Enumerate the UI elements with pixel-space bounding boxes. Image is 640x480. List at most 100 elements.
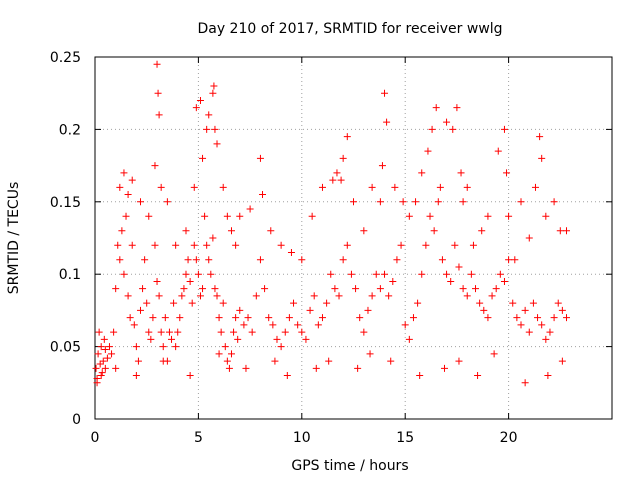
- data-point: [265, 314, 273, 322]
- data-point: [176, 314, 184, 322]
- data-point: [476, 299, 484, 307]
- data-point: [337, 176, 345, 184]
- data-point: [343, 241, 351, 249]
- data-point: [130, 321, 138, 329]
- data-point: [360, 328, 368, 336]
- data-point: [201, 212, 209, 220]
- data-point: [281, 328, 289, 336]
- data-point: [209, 89, 217, 97]
- axis-ticks: [94, 56, 612, 420]
- data-point: [509, 299, 517, 307]
- data-point: [230, 328, 238, 336]
- data-point: [114, 241, 122, 249]
- data-point: [478, 227, 486, 235]
- data-point: [511, 256, 519, 264]
- data-point: [116, 256, 124, 264]
- data-point: [354, 364, 362, 372]
- data-point: [246, 205, 254, 213]
- data-point: [335, 292, 343, 300]
- data-point: [217, 328, 225, 336]
- data-point: [364, 306, 372, 314]
- data-point: [401, 321, 409, 329]
- data-point: [308, 212, 316, 220]
- data-point: [207, 270, 215, 278]
- data-point: [122, 212, 130, 220]
- data-point: [366, 350, 374, 358]
- data-point: [283, 372, 291, 380]
- data-point: [387, 357, 395, 365]
- data-point: [151, 162, 159, 170]
- data-point: [132, 343, 140, 351]
- data-point: [494, 147, 502, 155]
- data-point: [118, 227, 126, 235]
- data-point: [136, 306, 144, 314]
- data-point: [105, 343, 113, 351]
- data-point: [467, 270, 475, 278]
- data-point: [261, 285, 269, 293]
- data-point: [178, 292, 186, 300]
- data-point: [153, 60, 161, 68]
- data-point: [525, 328, 533, 336]
- y-tick-label: 0.15: [50, 195, 81, 211]
- data-point: [108, 350, 116, 358]
- data-point: [120, 169, 128, 177]
- data-point: [558, 306, 566, 314]
- data-point: [149, 314, 157, 322]
- data-point: [143, 299, 151, 307]
- data-point: [472, 285, 480, 293]
- data-point: [436, 183, 444, 191]
- data-point: [147, 335, 155, 343]
- data-point: [124, 292, 132, 300]
- data-point: [302, 335, 310, 343]
- data-point: [101, 345, 109, 353]
- data-point: [273, 335, 281, 343]
- data-point: [205, 256, 213, 264]
- data-point: [128, 176, 136, 184]
- data-point: [459, 198, 467, 206]
- data-point: [440, 364, 448, 372]
- data-point: [457, 169, 465, 177]
- data-point: [112, 364, 120, 372]
- data-point: [223, 212, 231, 220]
- data-point: [339, 154, 347, 162]
- data-point: [531, 183, 539, 191]
- data-point: [325, 357, 333, 365]
- data-point: [100, 335, 108, 343]
- data-point: [153, 277, 161, 285]
- data-point: [492, 285, 500, 293]
- data-point: [538, 321, 546, 329]
- data-point: [521, 379, 529, 387]
- data-point: [414, 299, 422, 307]
- data-point: [484, 212, 492, 220]
- data-point: [412, 198, 420, 206]
- data-point: [474, 372, 482, 380]
- data-point: [352, 285, 360, 293]
- data-point: [453, 104, 461, 112]
- data-point: [424, 147, 432, 155]
- data-point: [188, 299, 196, 307]
- data-point: [339, 256, 347, 264]
- data-point: [209, 234, 217, 242]
- data-point: [184, 256, 192, 264]
- data-point: [240, 321, 248, 329]
- data-point: [356, 314, 364, 322]
- y-axis-label: SRMTID / TECUs: [6, 182, 22, 295]
- data-point: [134, 357, 142, 365]
- data-point: [550, 314, 558, 322]
- data-point: [312, 364, 320, 372]
- data-point: [333, 169, 341, 177]
- data-point: [223, 357, 231, 365]
- data-point: [550, 198, 558, 206]
- data-point: [172, 241, 180, 249]
- data-point: [256, 154, 264, 162]
- data-point: [422, 241, 430, 249]
- data-point: [538, 154, 546, 162]
- data-point: [525, 234, 533, 242]
- data-point: [186, 372, 194, 380]
- data-point: [426, 212, 434, 220]
- data-point: [378, 162, 386, 170]
- grid: [95, 57, 612, 419]
- data-point: [267, 227, 275, 235]
- data-point: [157, 328, 165, 336]
- data-point: [215, 350, 223, 358]
